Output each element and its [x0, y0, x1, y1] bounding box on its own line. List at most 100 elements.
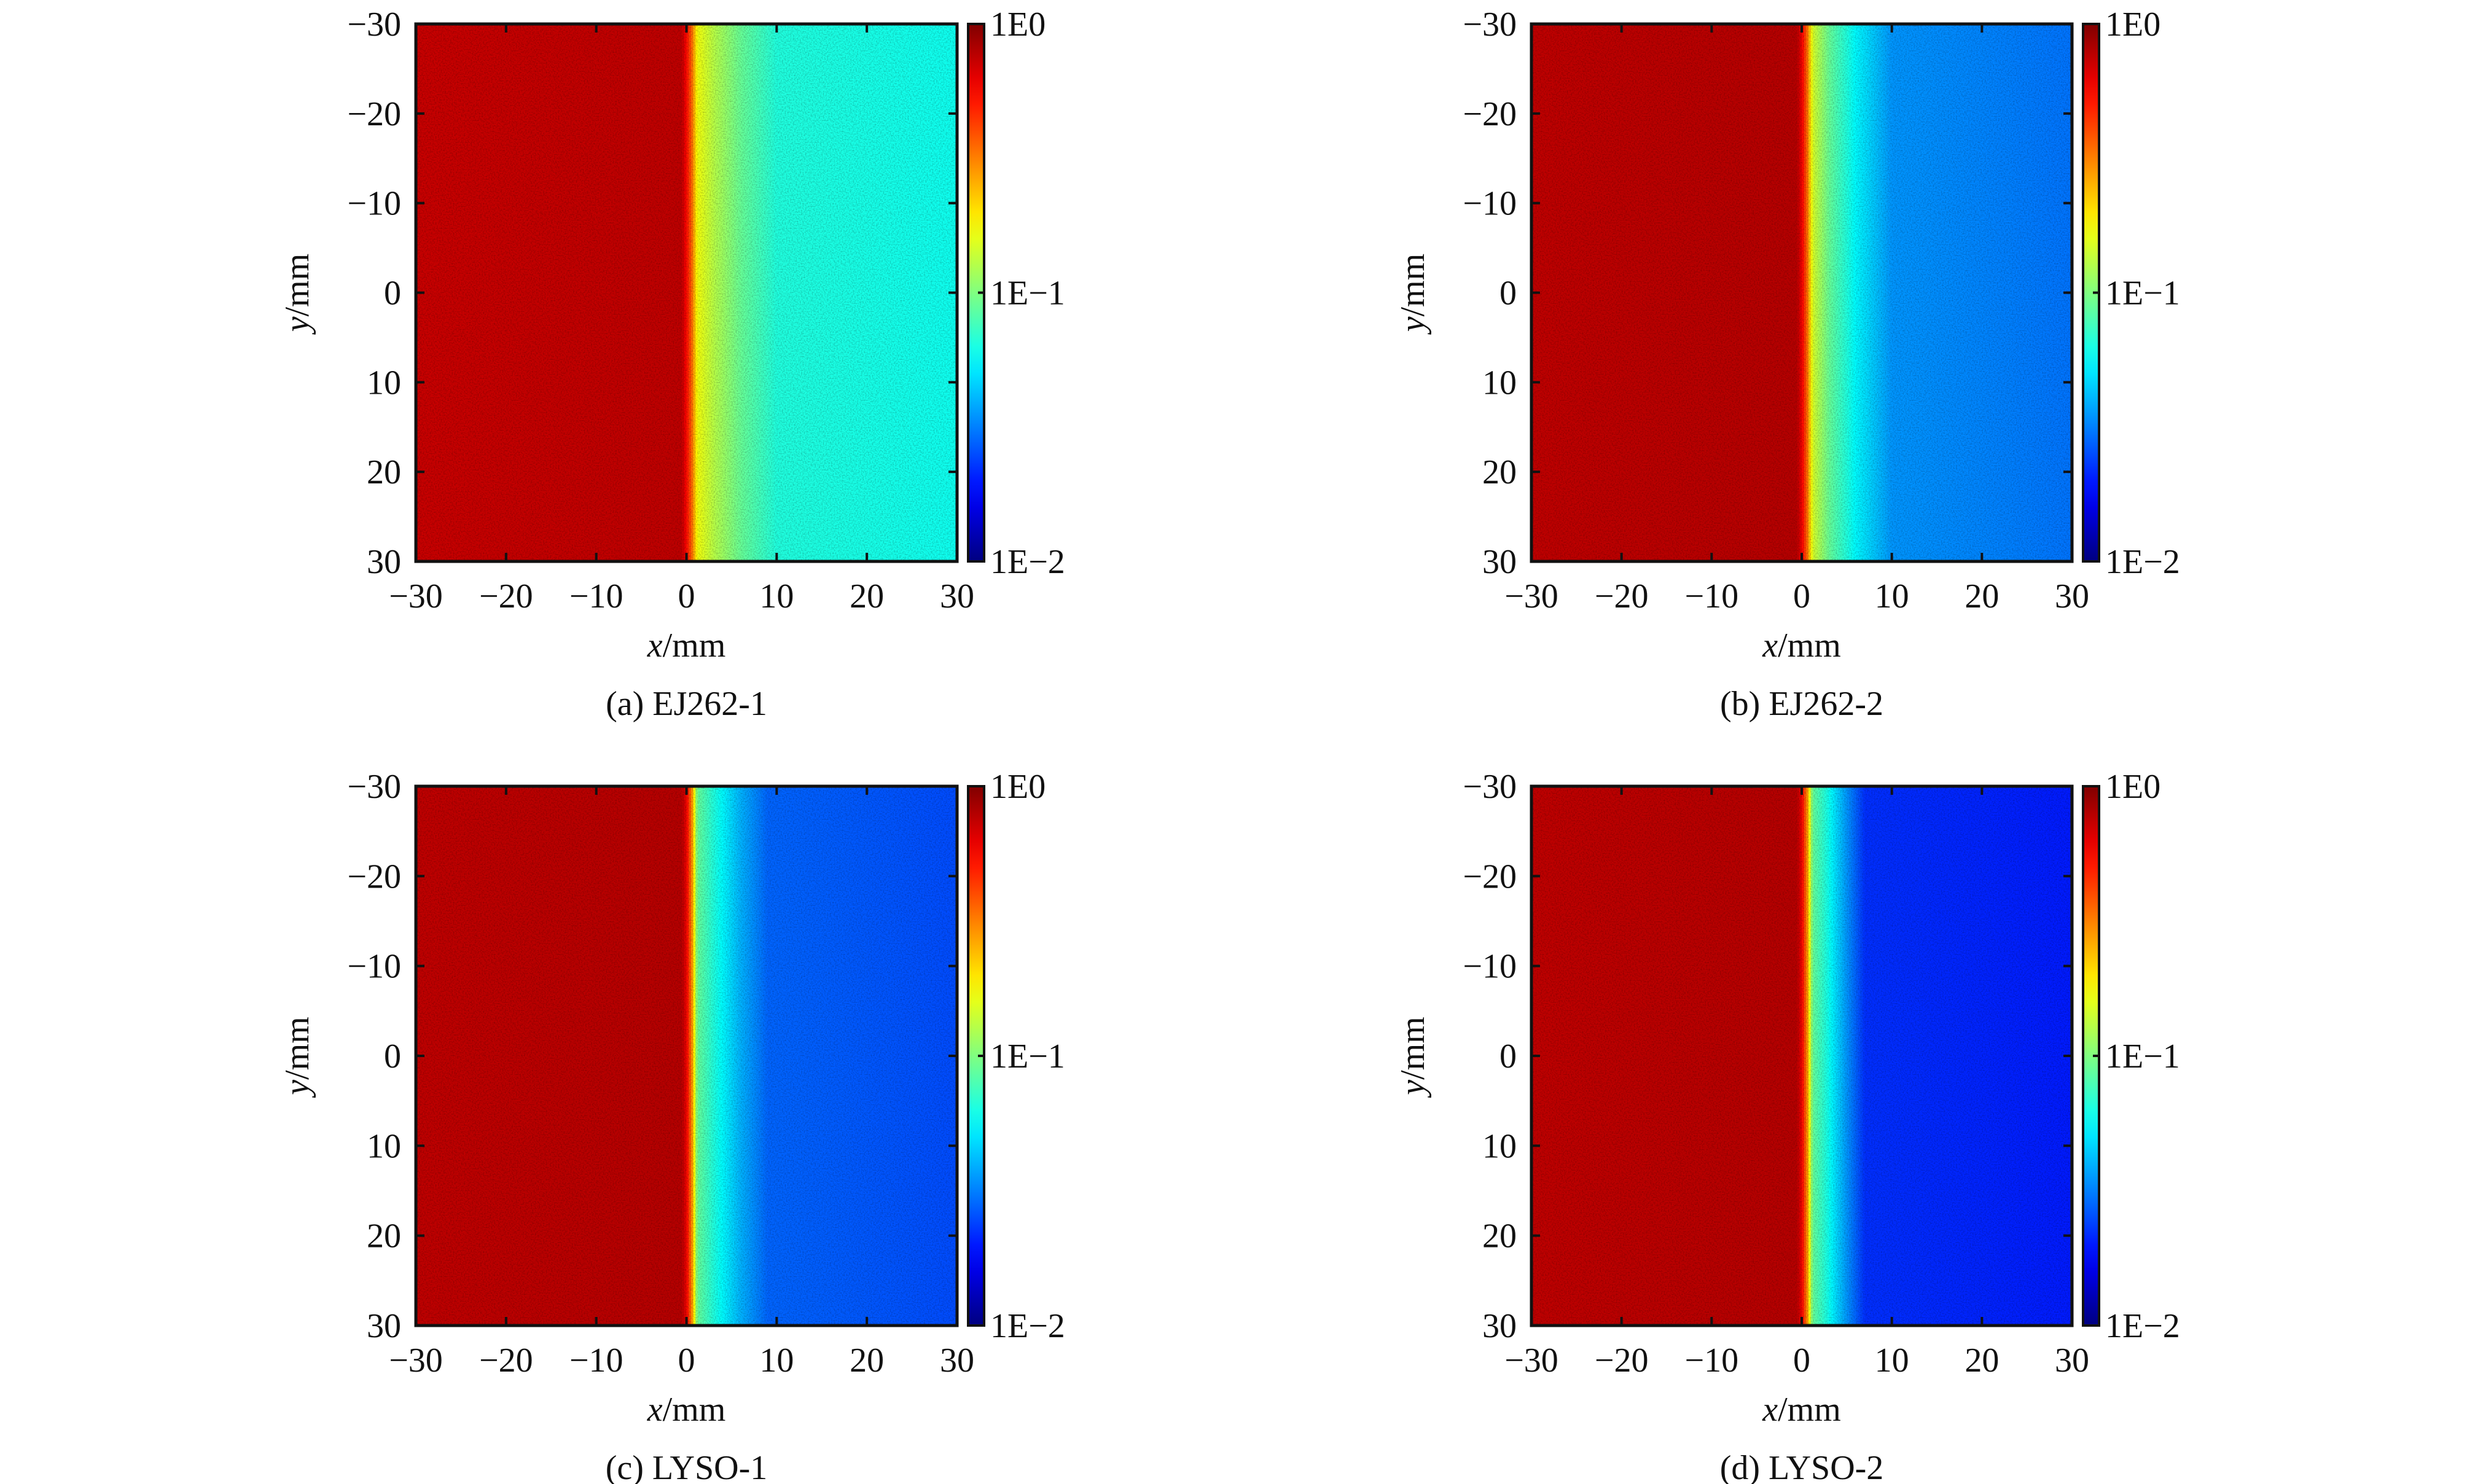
- x-tick-label: 30: [940, 577, 974, 615]
- y-axis-label: y/mm: [1394, 254, 1432, 335]
- y-tick-label: 20: [367, 453, 401, 491]
- x-tick-label: 10: [759, 1341, 794, 1380]
- y-axis-unit: /mm: [1394, 254, 1432, 317]
- heatmap-noise: [416, 24, 957, 561]
- x-axis-label: x/mm: [1762, 627, 1841, 665]
- x-axis-var: x: [647, 627, 663, 665]
- y-tick-label: 30: [1482, 543, 1517, 581]
- y-tick-label: −20: [1463, 857, 1517, 896]
- colorbar-tick-label: 1E−2: [990, 543, 1065, 581]
- panel-caption: (b) EJ262-2: [1720, 685, 1883, 723]
- y-axis-unit: /mm: [1394, 1017, 1432, 1080]
- y-tick-label: 10: [1482, 364, 1517, 402]
- x-tick-label: 0: [1793, 1341, 1810, 1380]
- colorbar-tick-label: 1E0: [2105, 768, 2160, 806]
- colorbar-tick-label: 1E−2: [990, 1307, 1065, 1345]
- y-axis-var: y: [278, 1080, 316, 1098]
- y-axis-var: y: [1394, 1080, 1432, 1098]
- y-axis-label: y/mm: [278, 1017, 316, 1098]
- x-tick-label: 10: [759, 577, 794, 615]
- x-tick-label: −10: [1685, 1341, 1739, 1380]
- y-tick-label: −30: [347, 768, 401, 806]
- y-tick-label: 0: [384, 275, 401, 313]
- x-tick-label: −30: [389, 577, 443, 615]
- y-tick-label: 20: [367, 1217, 401, 1256]
- colorbar-tick-label: 1E−1: [990, 275, 1065, 313]
- x-tick-label: 20: [850, 1341, 884, 1380]
- y-tick-label: 20: [1482, 453, 1517, 491]
- y-tick-label: −30: [1463, 6, 1517, 44]
- heatmap-panel-d: −30−30−20−20−10−1000101020203030x/mmy/mm…: [1394, 768, 2180, 1484]
- colorbar-tick-label: 1E−2: [2105, 1307, 2180, 1345]
- y-tick-label: 0: [1499, 1037, 1517, 1076]
- x-axis-unit: /mm: [1778, 627, 1841, 665]
- x-tick-label: 20: [1965, 577, 1999, 615]
- x-tick-label: 30: [2055, 577, 2089, 615]
- x-tick-label: −10: [569, 577, 624, 615]
- y-tick-label: 30: [1482, 1307, 1517, 1345]
- x-tick-label: 0: [678, 1341, 695, 1380]
- x-axis-unit: /mm: [1778, 1391, 1841, 1429]
- colorbar-tick-label: 1E0: [990, 6, 1046, 44]
- panel-caption: (d) LYSO-2: [1720, 1449, 1884, 1484]
- x-axis-var: x: [1762, 1391, 1778, 1429]
- y-tick-label: −30: [1463, 768, 1517, 806]
- y-tick-label: −10: [347, 185, 401, 223]
- x-tick-label: 30: [2055, 1341, 2089, 1380]
- y-axis-unit: /mm: [278, 1017, 316, 1080]
- x-tick-label: −20: [1595, 1341, 1649, 1380]
- x-tick-label: −20: [479, 577, 533, 615]
- x-tick-label: 30: [940, 1341, 974, 1380]
- y-axis-label: y/mm: [1394, 1017, 1432, 1098]
- x-axis-unit: /mm: [663, 1391, 726, 1429]
- x-tick-label: −30: [389, 1341, 443, 1380]
- x-tick-label: −20: [479, 1341, 533, 1380]
- y-tick-label: 10: [1482, 1127, 1517, 1165]
- x-axis-unit: /mm: [663, 627, 726, 665]
- y-axis-label: y/mm: [278, 254, 316, 335]
- colorbar-tick-label: 1E0: [990, 768, 1046, 806]
- y-axis-unit: /mm: [278, 254, 316, 317]
- y-tick-label: −20: [1463, 95, 1517, 133]
- y-tick-label: 0: [1499, 275, 1517, 313]
- y-tick-label: 30: [367, 1307, 401, 1345]
- x-axis-var: x: [647, 1391, 663, 1429]
- y-tick-label: 10: [367, 1127, 401, 1165]
- heatmap-panel-a: −30−30−20−20−10−1000101020203030x/mmy/mm…: [278, 6, 1065, 723]
- y-tick-label: 20: [1482, 1217, 1517, 1256]
- heatmap-noise: [1531, 24, 2072, 561]
- y-tick-label: −20: [347, 857, 401, 896]
- y-axis-var: y: [1394, 316, 1432, 335]
- heatmap-panel-b: −30−30−20−20−10−1000101020203030x/mmy/mm…: [1394, 6, 2180, 723]
- heatmap-noise: [416, 786, 957, 1326]
- heatmap-panel-c: −30−30−20−20−10−1000101020203030x/mmy/mm…: [278, 768, 1065, 1484]
- x-tick-label: −30: [1504, 577, 1558, 615]
- x-axis-label: x/mm: [647, 627, 726, 665]
- x-tick-label: −30: [1504, 1341, 1558, 1380]
- x-tick-label: 10: [1875, 1341, 1909, 1380]
- colorbar-tick-label: 1E0: [2105, 6, 2160, 44]
- x-tick-label: −10: [1685, 577, 1739, 615]
- y-tick-label: −10: [347, 948, 401, 986]
- y-tick-label: −10: [1463, 948, 1517, 986]
- x-tick-label: −20: [1595, 577, 1649, 615]
- colorbar-tick-label: 1E−1: [2105, 275, 2180, 313]
- x-axis-label: x/mm: [1762, 1391, 1841, 1429]
- y-tick-label: −30: [347, 6, 401, 44]
- colorbar-tick-label: 1E−2: [2105, 543, 2180, 581]
- y-tick-label: 30: [367, 543, 401, 581]
- colorbar-tick-label: 1E−1: [2105, 1037, 2180, 1076]
- y-tick-label: 10: [367, 364, 401, 402]
- y-axis-var: y: [278, 316, 316, 335]
- colorbar-tick-label: 1E−1: [990, 1037, 1065, 1076]
- x-tick-label: 0: [678, 577, 695, 615]
- panel-caption: (c) LYSO-1: [606, 1449, 767, 1484]
- x-tick-label: 20: [850, 577, 884, 615]
- panel-caption: (a) EJ262-1: [606, 685, 767, 723]
- heatmap-noise: [1531, 786, 2072, 1326]
- x-tick-label: 0: [1793, 577, 1810, 615]
- y-tick-label: 0: [384, 1037, 401, 1076]
- x-tick-label: −10: [569, 1341, 624, 1380]
- x-tick-label: 10: [1875, 577, 1909, 615]
